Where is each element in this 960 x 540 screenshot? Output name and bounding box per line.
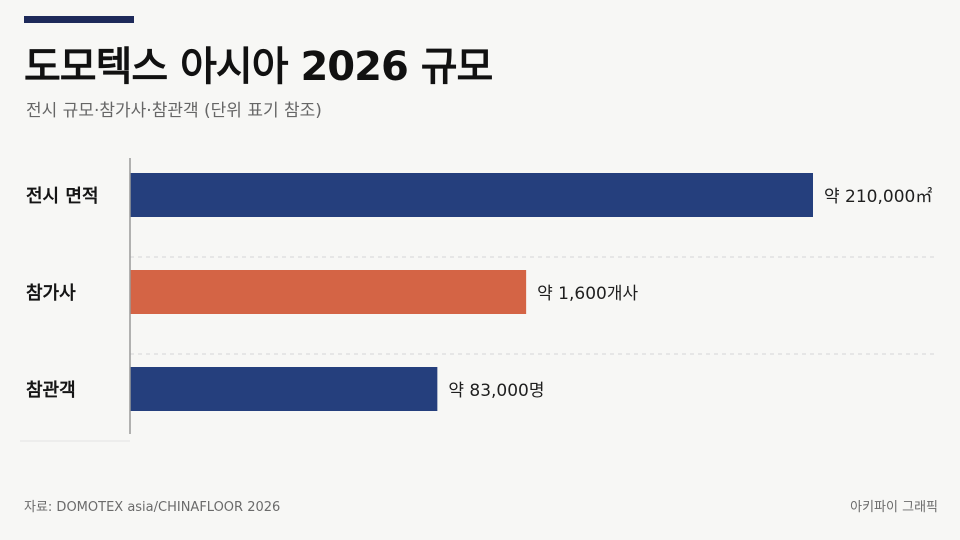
source-note: 자료: DOMOTEX asia/CHINAFLOOR 2026 [24, 500, 281, 515]
category-label: 참관객 [26, 380, 76, 401]
category-label: 전시 면적 [26, 186, 99, 207]
chart-title: 도모텍스 아시아 2026 규모 [24, 44, 493, 90]
bar-3 [130, 367, 438, 411]
data-label: 약 210,000㎡ [824, 187, 932, 207]
chart-subtitle: 전시 규모·참가사·참관객 (단위 표기 참조) [26, 101, 322, 121]
bar-1 [130, 173, 813, 217]
data-label: 약 83,000명 [448, 381, 544, 401]
bar-2 [130, 270, 527, 314]
data-label: 약 1,600개사 [537, 284, 638, 304]
category-label: 참가사 [26, 283, 76, 304]
accent-bar [24, 16, 134, 23]
graphic-credit: 아키파이 그래픽 [850, 500, 938, 515]
